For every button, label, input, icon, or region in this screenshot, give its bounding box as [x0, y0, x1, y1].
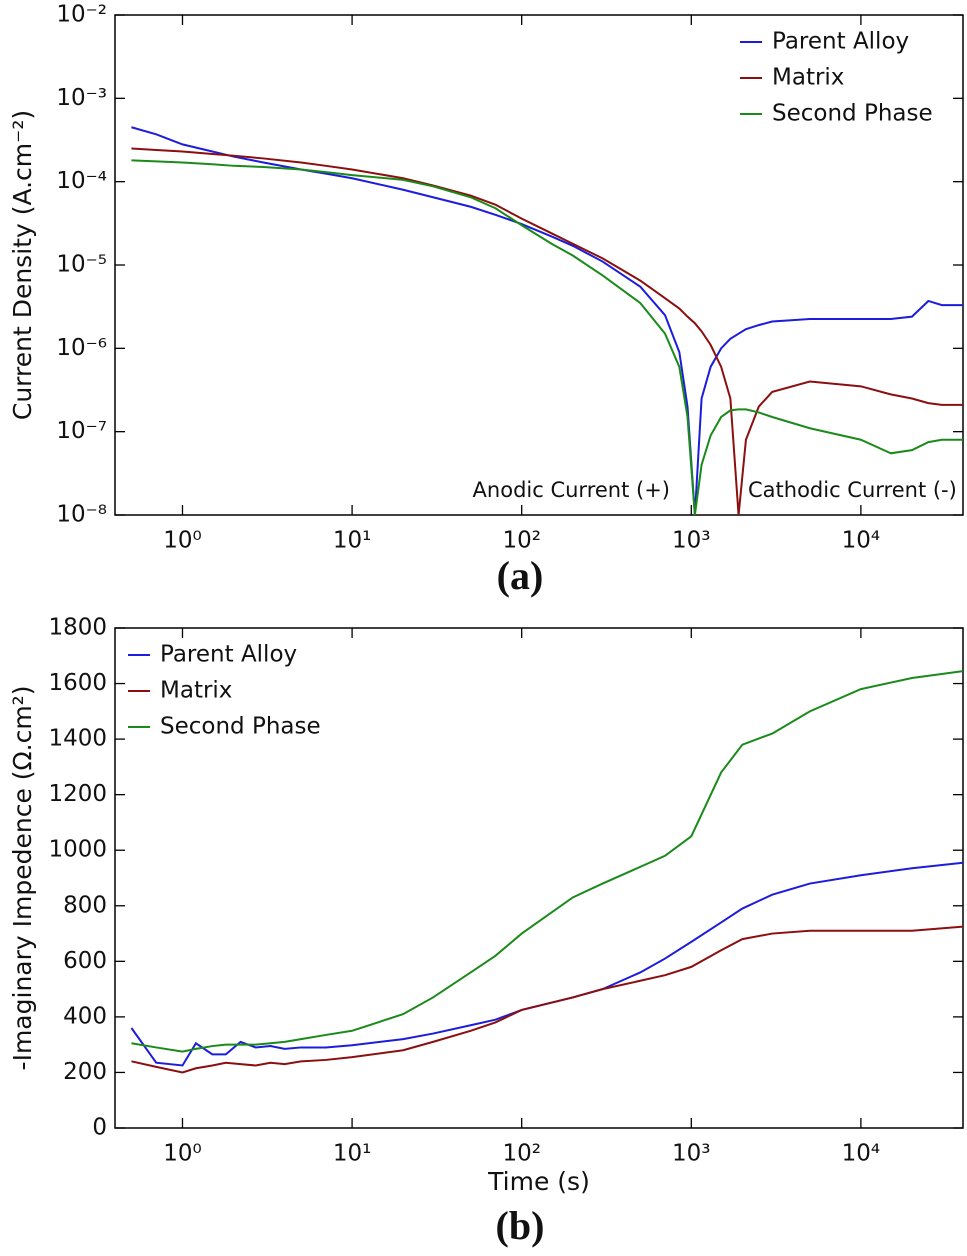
y-tick-label: 0	[92, 1115, 107, 1141]
y-tick-label: 10⁻⁵	[56, 252, 107, 278]
data-line	[131, 126, 963, 515]
y-tick-label: 600	[63, 948, 107, 974]
data-line	[131, 925, 963, 1074]
y-tick-label: 10⁻⁶	[56, 335, 107, 361]
y-tick-label: 1200	[48, 781, 107, 807]
y-tick-label: 1000	[48, 837, 107, 863]
annotation: Cathodic Current (-)	[748, 478, 957, 502]
data-line	[131, 147, 963, 515]
y-tick-label: 1800	[48, 615, 107, 641]
x-tick-label: 10³	[672, 528, 711, 554]
y-tick-label: 400	[63, 1003, 107, 1029]
y-tick-label: 10⁻⁴	[56, 168, 107, 194]
y-tick-label: 1600	[48, 670, 107, 696]
y-tick-label: 10⁻⁸	[56, 502, 107, 528]
legend-label: Matrix	[772, 65, 844, 91]
y-tick-label: 200	[63, 1059, 107, 1085]
x-axis-label: Time (s)	[487, 1167, 590, 1196]
legend-label: Parent Alloy	[160, 642, 297, 668]
y-axis-label: Current Density (A.cm⁻²)	[8, 110, 37, 420]
x-tick-label: 10³	[672, 1141, 711, 1167]
y-tick-label: 10⁻³	[56, 85, 107, 111]
y-tick-label: 800	[63, 892, 107, 918]
legend-label: Parent Alloy	[772, 29, 909, 55]
data-line	[131, 670, 963, 1053]
plot-lines	[130, 670, 963, 1074]
legend-label: Second Phase	[772, 101, 933, 127]
annotation: Anodic Current (+)	[473, 478, 670, 502]
y-tick-label: 10⁻²	[56, 2, 107, 28]
plot-lines	[131, 126, 963, 515]
y-tick-label: 1400	[48, 726, 107, 752]
panel-label: (b)	[496, 1203, 545, 1248]
legend-label: Second Phase	[160, 714, 321, 740]
x-tick-label: 10⁴	[842, 1141, 881, 1167]
data-line	[131, 159, 963, 515]
x-tick-label: 10⁰	[163, 528, 202, 554]
x-tick-label: 10⁴	[842, 528, 881, 554]
legend-label: Matrix	[160, 678, 232, 704]
data-line	[130, 861, 963, 1067]
x-tick-label: 10¹	[333, 1141, 372, 1167]
y-axis-label: -Imaginary Impedence (Ω.cm²)	[8, 686, 37, 1071]
x-tick-label: 10²	[502, 1141, 541, 1167]
y-tick-label: 10⁻⁷	[56, 418, 107, 444]
x-tick-label: 10²	[502, 528, 541, 554]
x-tick-label: 10⁰	[163, 1141, 202, 1167]
panel-label: (a)	[497, 553, 544, 598]
plot-frame	[114, 627, 964, 1129]
x-tick-label: 10¹	[333, 528, 372, 554]
